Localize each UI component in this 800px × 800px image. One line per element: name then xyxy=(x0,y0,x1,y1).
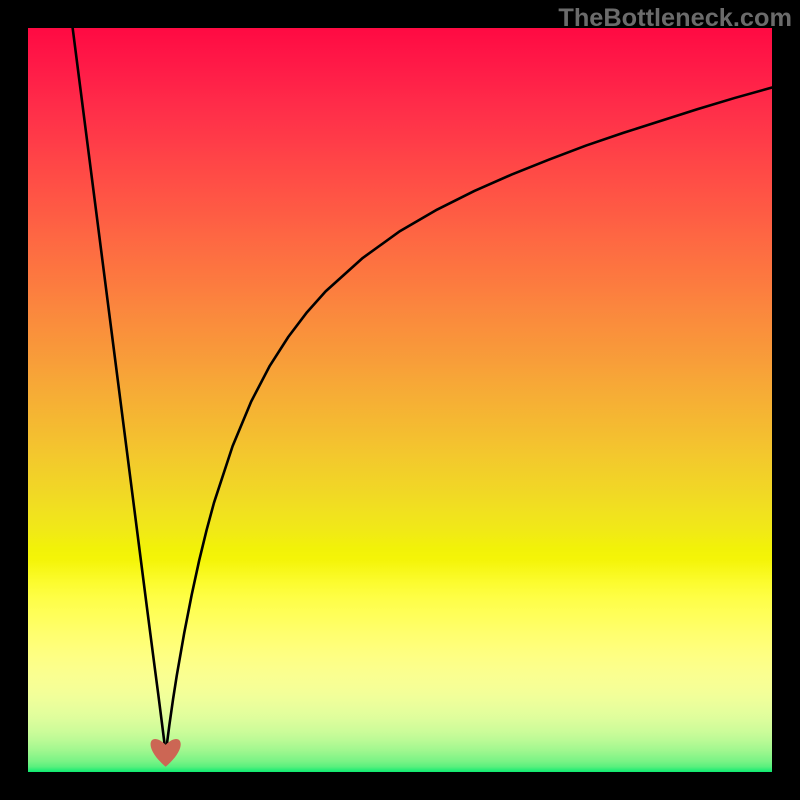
plot-area xyxy=(28,28,772,772)
chart-svg xyxy=(28,28,772,772)
watermark: TheBottleneck.com xyxy=(558,4,792,33)
gradient-background xyxy=(28,28,772,772)
chart-frame: TheBottleneck.com xyxy=(0,0,800,800)
